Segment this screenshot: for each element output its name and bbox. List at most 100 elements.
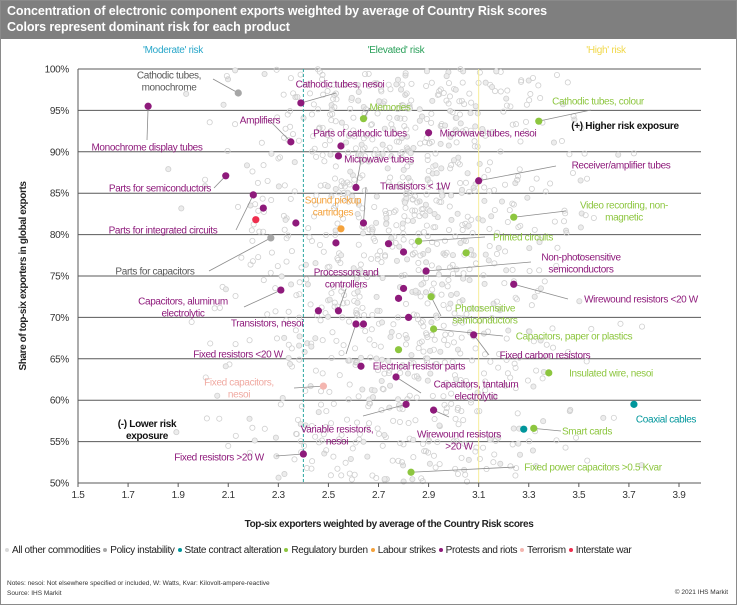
point-label-line: Insulated wire, nesoi	[569, 369, 653, 380]
other-commodity-point	[402, 70, 409, 77]
other-commodity-point	[285, 354, 292, 361]
other-commodity-point	[248, 227, 255, 234]
other-commodity-point	[353, 359, 360, 366]
other-commodity-point	[491, 451, 498, 458]
other-commodity-point	[467, 399, 474, 406]
other-commodity-point	[533, 463, 540, 470]
leader-line	[395, 376, 422, 394]
other-commodity-point	[600, 414, 607, 421]
other-commodity-point	[468, 99, 475, 106]
other-commodity-point	[412, 124, 419, 131]
other-commodity-point	[455, 346, 462, 353]
other-commodity-point	[454, 470, 461, 477]
other-commodity-point	[558, 138, 565, 145]
other-commodity-point	[491, 207, 498, 214]
other-commodity-point	[562, 210, 569, 217]
other-commodity-point	[296, 356, 303, 363]
other-commodity-point	[281, 226, 288, 233]
other-commodity-point	[255, 207, 262, 214]
other-commodity-point	[439, 192, 446, 199]
other-commodity-point	[387, 86, 394, 93]
other-commodity-point	[503, 335, 510, 342]
other-commodity-point	[512, 121, 519, 128]
leader-line	[411, 466, 516, 473]
other-commodity-point	[436, 461, 443, 468]
other-commodity-point	[415, 267, 422, 274]
other-commodity-point	[404, 133, 411, 140]
leader-lines	[146, 78, 592, 473]
other-commodity-point	[507, 374, 514, 381]
leader-line	[362, 403, 407, 417]
other-commodity-point	[495, 434, 502, 441]
risk-exposure-annotation: (-) Lower risk exposure	[118, 419, 177, 442]
point-label: Fixed capacitors, nesoi	[204, 378, 274, 401]
other-commodity-point	[431, 336, 438, 343]
other-commodity-point	[522, 118, 529, 125]
other-commodity-point	[324, 313, 331, 320]
point-label: Photosensitive semiconductors	[452, 304, 517, 327]
other-commodity-point	[372, 146, 379, 153]
other-commodity-point	[304, 281, 311, 288]
other-commodity-point	[335, 256, 342, 263]
other-commodity-point	[238, 254, 245, 261]
other-commodity-point	[292, 327, 299, 334]
other-commodity-point	[393, 257, 400, 264]
other-commodity-point	[294, 94, 301, 101]
other-commodity-point	[328, 420, 335, 427]
other-commodity-point	[577, 224, 584, 231]
other-commodity-point	[355, 88, 362, 95]
other-commodity-point	[432, 162, 439, 169]
other-commodity-point	[485, 257, 492, 264]
point-label: Capacitors, aluminum electrolytic	[138, 297, 228, 320]
other-commodity-point	[483, 466, 490, 473]
point-label-line: Fixed carbon resistors	[500, 351, 591, 362]
other-commodity-point	[332, 118, 339, 125]
copyright: © 2021 IHS Markit	[674, 589, 728, 596]
other-commodity-point	[312, 201, 319, 208]
other-commodity-point	[283, 235, 290, 242]
other-commodity-point	[344, 179, 351, 186]
other-commodity-point	[504, 87, 511, 94]
other-commodity-point	[378, 88, 385, 95]
other-commodity-point	[488, 213, 495, 220]
x-tick-label: 2.5	[322, 490, 336, 501]
x-tick-label: 2.3	[272, 490, 286, 501]
other-commodity-point	[328, 354, 335, 361]
other-commodity-point	[439, 281, 446, 288]
other-commodity-point	[354, 288, 361, 295]
other-commodity-point	[466, 266, 473, 273]
other-commodity-point	[369, 228, 376, 235]
other-commodity-point	[385, 370, 392, 377]
other-commodity-point	[451, 310, 458, 317]
other-commodity-point	[397, 440, 404, 447]
other-commodity-point	[440, 322, 447, 329]
other-commodity-point	[373, 355, 380, 362]
other-commodity-point	[415, 345, 422, 352]
legend-item-labour: Labour strikes	[370, 545, 436, 556]
other-commodity-point	[277, 401, 284, 408]
other-commodity-point	[383, 215, 390, 222]
other-commodity-point	[430, 280, 437, 287]
other-commodity-point	[482, 132, 489, 139]
point-regulatory	[414, 237, 423, 245]
other-commodity-point	[275, 183, 282, 190]
other-commodity-point	[454, 404, 461, 411]
other-commodity-point	[288, 248, 295, 255]
other-commodity-point	[420, 205, 427, 212]
other-commodity-point	[249, 424, 256, 431]
other-commodity-point	[482, 251, 489, 258]
point-label: Amplifiers	[240, 116, 281, 127]
other-commodity-point	[447, 134, 454, 141]
other-commodity-point	[457, 240, 464, 247]
other-commodity-point	[443, 379, 450, 386]
other-commodity-point	[338, 183, 345, 190]
other-commodity-point	[388, 235, 395, 242]
other-commodity-point	[486, 225, 493, 232]
point-label-line: Capacitors, paper or plastics	[516, 332, 633, 343]
other-commodity-point	[402, 91, 409, 98]
other-commodity-point	[331, 303, 338, 310]
other-commodity-point	[474, 143, 481, 150]
other-commodity-point	[457, 120, 464, 127]
other-commodity-point	[349, 445, 356, 452]
other-commodity-point	[344, 416, 351, 423]
